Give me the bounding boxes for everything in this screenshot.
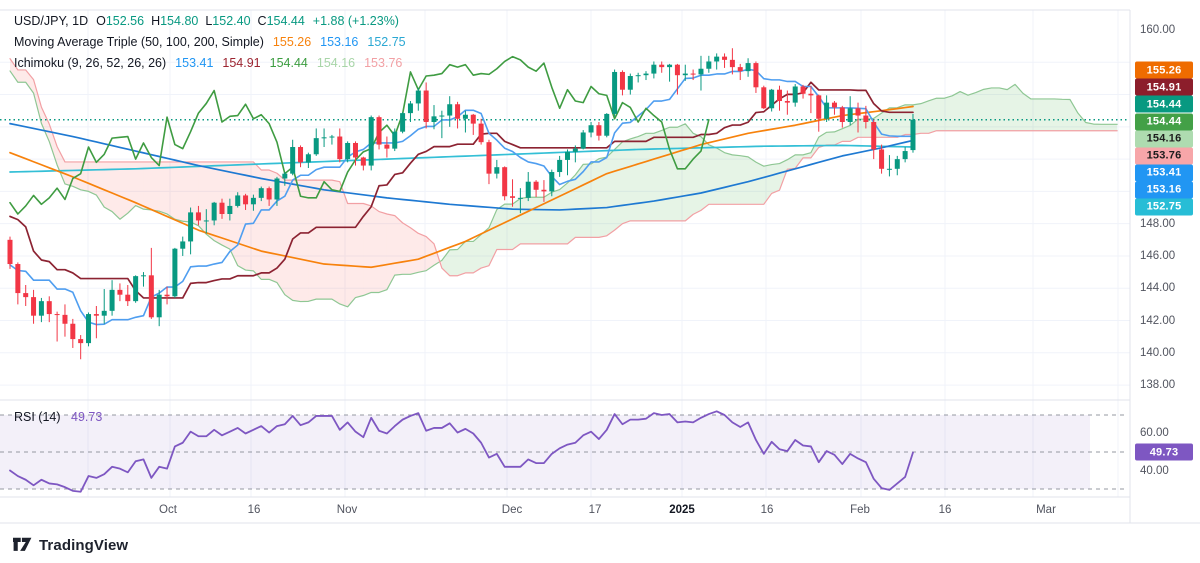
time-axis-label: Dec [501, 504, 523, 516]
time-axis-label: 16 [247, 504, 261, 516]
price-axis-badge: 153.16 [1135, 181, 1193, 198]
watermark-text: TradingView [39, 537, 129, 554]
legend-ma-row[interactable]: Moving Average Triple (50, 100, 200, Sim… [14, 31, 415, 52]
ichimoku-indicator-title: Ichimoku (9, 26, 52, 26, 26) [14, 55, 167, 70]
rsi-label: RSI (14) [14, 410, 61, 424]
symbol-title: USD/JPY, 1D [14, 13, 89, 28]
tradingview-logo-icon [13, 537, 32, 551]
price-axis-label: 146.00 [1140, 250, 1176, 262]
rsi-value: 49.73 [71, 410, 103, 424]
ma-value: 155.26 [272, 34, 312, 49]
price-axis-label: 142.00 [1140, 315, 1176, 327]
price-axis-badge: 154.91 [1135, 78, 1193, 96]
pane-borders [0, 9, 1200, 524]
ichimoku-values: 153.41 154.91 154.44 154.16 153.76 [175, 56, 411, 70]
price-axis-label: 160.00 [1140, 24, 1176, 36]
candlesticks [7, 48, 916, 360]
legend-ichimoku-row[interactable]: Ichimoku (9, 26, 52, 26, 26) 153.41 154.9… [14, 52, 415, 73]
rsi-line [9, 410, 914, 493]
ma200-line [9, 144, 914, 173]
ichimoku-chikou-line [9, 55, 710, 215]
price-axis-badge: 153.76 [1135, 147, 1193, 164]
ma-values: 155.26 153.16 152.75 [273, 35, 415, 49]
ohlc-item: C154.44 [257, 13, 305, 28]
time-axis-label: 16 [760, 504, 774, 516]
time-axis-label: Nov [336, 504, 358, 516]
ichimoku-senkou-b-line [9, 58, 1118, 277]
ohlc-values: O152.56 H154.80 L152.40 C154.44 [96, 14, 312, 28]
price-axis-label: 138.00 [1140, 379, 1176, 391]
price-axis-badge: 154.44 [1135, 95, 1193, 113]
ichimoku-value: 154.16 [316, 55, 356, 70]
ichimoku-value: 153.41 [175, 55, 214, 70]
chart-legend: USD/JPY, 1D O152.56 H154.80 L152.40 C154.44… [14, 10, 415, 73]
ma50-line [9, 105, 914, 269]
ichimoku-value: 154.44 [269, 55, 308, 70]
ohlc-item: L152.40 [205, 13, 251, 28]
ohlc-item: O152.56 [96, 13, 145, 28]
ma-value: 152.75 [367, 34, 406, 49]
tradingview-watermark[interactable]: TradingView [13, 537, 128, 554]
price-axis-badge: 154.16 [1135, 130, 1193, 147]
price-change: +1.88 (+1.23%) [312, 13, 399, 28]
price-axis-badge: 49.73 [1135, 443, 1193, 461]
ichimoku-tenkan-line [9, 68, 914, 326]
rsi-pane [0, 414, 1128, 490]
ichimoku-value: 154.91 [222, 55, 261, 70]
price-axis-badge: 153.41 [1135, 164, 1193, 181]
price-axis-badge: 152.75 [1135, 198, 1193, 215]
time-axis-label: Mar [1036, 504, 1056, 516]
ma-indicator-title: Moving Average Triple (50, 100, 200, Sim… [14, 34, 264, 49]
rsi-indicator-title[interactable]: RSI (14) 49.73 [14, 410, 102, 424]
price-axis-label: 148.00 [1140, 218, 1176, 230]
time-axis-label: Oct [159, 504, 177, 516]
time-axis-label: 17 [588, 504, 602, 516]
price-axis-label: 140.00 [1140, 347, 1176, 359]
time-axis-label: 2025 [669, 504, 695, 516]
time-axis-label: 16 [938, 504, 952, 516]
time-axis-label: Feb [850, 504, 870, 516]
ma-value: 153.16 [320, 34, 359, 49]
price-axis-label: 60.00 [1140, 427, 1169, 439]
price-axis-label: 144.00 [1140, 282, 1176, 294]
ohlc-item: H154.80 [151, 13, 199, 28]
ichimoku-senkou-a-line [9, 70, 1118, 308]
ichimoku-value: 153.76 [364, 55, 403, 70]
legend-symbol-row[interactable]: USD/JPY, 1D O152.56 H154.80 L152.40 C154.44… [14, 10, 415, 31]
ichimoku-cloud [10, 58, 1118, 307]
price-axis-label: 40.00 [1140, 465, 1169, 477]
price-axis-badge: 154.44 [1135, 113, 1193, 130]
price-axis-badge: 155.26 [1135, 61, 1193, 79]
